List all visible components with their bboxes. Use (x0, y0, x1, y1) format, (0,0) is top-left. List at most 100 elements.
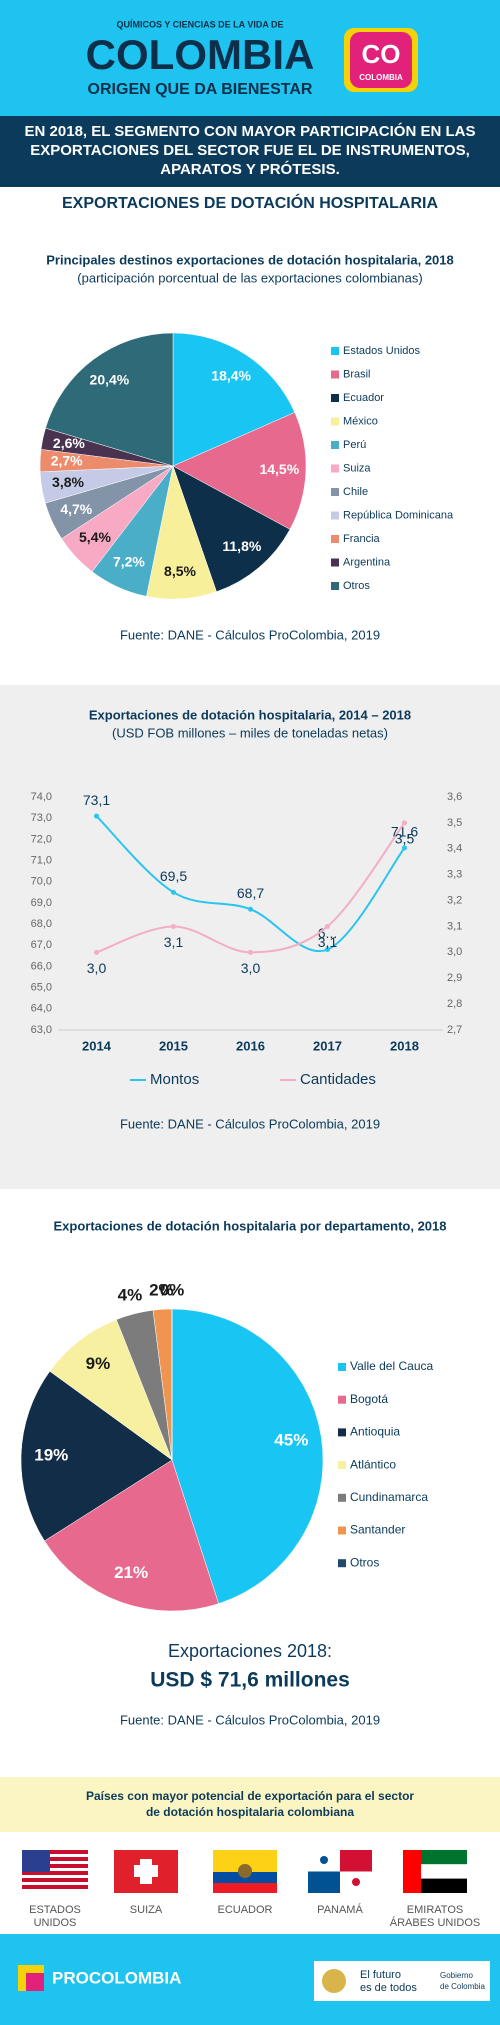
legend-label: Otros (350, 1555, 379, 1569)
legend-swatch (338, 1461, 346, 1470)
legend-label: Otros (343, 580, 370, 592)
data-label: 4% (118, 1286, 143, 1305)
legend-swatch (331, 535, 339, 543)
flag-ch (114, 1850, 178, 1893)
y2-tick-label: 2,9 (447, 972, 462, 984)
footer-brand: PROCOLOMBIA (52, 1968, 181, 1987)
legend-label: Chile (343, 486, 368, 498)
data-label: 8,5% (164, 563, 196, 579)
data-label: 2% (149, 1281, 174, 1300)
point (171, 923, 176, 929)
country-label: ESTADOS (29, 1904, 81, 1916)
data-label: 20,4% (90, 371, 130, 387)
data-label: 5,4% (79, 529, 111, 545)
banner-line: APARATOS Y PRÓTESIS. (160, 160, 340, 178)
y2-tick-label: 2,7 (447, 1024, 462, 1036)
legend-swatch (331, 370, 339, 379)
legend-swatch (338, 1395, 346, 1404)
legend-swatch (331, 394, 339, 402)
country-label: EMIRATOS (407, 1904, 463, 1916)
legend-swatch (331, 441, 339, 449)
chart-title: Exportaciones de dotación hospitalaria, … (89, 707, 411, 722)
y-tick-label: 64,0 (31, 1003, 52, 1015)
gov-name: de Colombia (440, 1982, 485, 1991)
country-label: UNIDOS (34, 1917, 77, 1929)
data-label: 71,6 (391, 824, 418, 840)
point (94, 813, 99, 819)
potential-title: Países con mayor potencial de exportació… (86, 1789, 414, 1803)
legend-label: Bogotá (350, 1392, 388, 1406)
data-label: 9% (86, 1354, 111, 1373)
point (325, 923, 330, 929)
y2-tick-label: 3,5 (447, 817, 462, 829)
chart-title: Exportaciones de dotación hospitalaria p… (54, 1218, 447, 1233)
gov-motto: es de todos (360, 1982, 417, 1994)
chart-subtitle: (participación porcentual de las exporta… (77, 270, 422, 285)
gov-name: Gobierno (440, 1971, 473, 1980)
y-tick-label: 72,0 (31, 833, 52, 845)
data-label: 68,7 (237, 885, 264, 901)
badge-sub: COLOMBIA (359, 73, 403, 82)
legend-swatch (331, 488, 339, 496)
banner-bg (0, 116, 500, 187)
legend-label: Cundinamarca (350, 1490, 428, 1504)
footer-logo (26, 1973, 44, 1991)
y-tick-label: 70,0 (31, 876, 52, 888)
point (248, 906, 253, 912)
legend-swatch (338, 1559, 346, 1568)
data-label: 2,7% (51, 452, 83, 468)
chart-source: Fuente: DANE - Cálculos ProColombia, 201… (120, 627, 380, 642)
y2-tick-label: 3,1 (447, 920, 462, 932)
slogan: ORIGEN QUE DA BIENESTAR (88, 81, 313, 98)
y2-tick-label: 3,6 (447, 791, 462, 803)
badge-inner (350, 32, 412, 88)
y2-tick-label: 3,2 (447, 894, 462, 906)
legend-swatch (338, 1428, 346, 1437)
pie-slice (49, 1319, 173, 1461)
legend-swatch (331, 417, 339, 426)
data-label: 11,8% (222, 538, 261, 554)
legend-swatch (338, 1526, 346, 1535)
tagline: QUÍMICOS Y CIENCIAS DE LA VIDA DE (116, 19, 283, 29)
legend-label: Antioquia (350, 1425, 400, 1439)
legend-label: Cantidades (300, 1071, 376, 1088)
banner-line: EN 2018, EL SEGMENTO CON MAYOR PARTICIPA… (25, 122, 476, 140)
legend-swatch (331, 582, 339, 590)
y2-tick-label: 3,4 (447, 843, 462, 855)
chart-title: Principales destinos exportaciones de do… (46, 252, 453, 267)
y2-tick-label: 3,0 (447, 946, 462, 958)
pie-slice (20, 1370, 173, 1542)
legend-label: Montos (150, 1071, 199, 1088)
x-tick-label: 2014 (82, 1038, 112, 1053)
data-label: 73,1 (83, 792, 110, 808)
y2-tick-label: 3,3 (447, 869, 462, 881)
y-tick-label: 63,0 (31, 1024, 52, 1036)
flag-pa (308, 1850, 372, 1893)
chart-source: Fuente: DANE - Cálculos ProColombia, 201… (120, 1712, 380, 1727)
legend-label: República Dominicana (343, 509, 454, 521)
data-label: 3,1 (318, 934, 338, 950)
y-tick-label: 73,0 (31, 812, 52, 824)
pie-slice (45, 332, 174, 467)
flag-ec (213, 1850, 277, 1893)
legend-swatch (331, 511, 339, 520)
data-label: 19% (34, 1446, 68, 1465)
legend-swatch (331, 347, 339, 355)
gov-motto: El futuro (360, 1969, 401, 1981)
banner-line: EXPORTACIONES DEL SECTOR FUE EL DE INSTR… (30, 142, 470, 159)
potential-title: de dotación hospitalaria colombiana (146, 1805, 354, 1819)
page-title: EXPORTACIONES DE DOTACIÓN HOSPITALARIA (62, 193, 438, 212)
country-label: ÁRABES UNIDOS (390, 1916, 480, 1929)
data-label: 69,5 (160, 868, 187, 884)
legend-label: Suiza (343, 462, 371, 474)
data-label: 3,0 (241, 960, 261, 976)
data-label: 3,1 (164, 934, 184, 950)
point (94, 949, 99, 955)
legend-label: México (343, 415, 378, 427)
y-tick-label: 68,0 (31, 918, 52, 930)
legend-swatch (331, 558, 339, 567)
y-tick-label: 74,0 (31, 791, 52, 803)
brand: COLOMBIA (86, 31, 315, 78)
legend-swatch (338, 1493, 346, 1502)
